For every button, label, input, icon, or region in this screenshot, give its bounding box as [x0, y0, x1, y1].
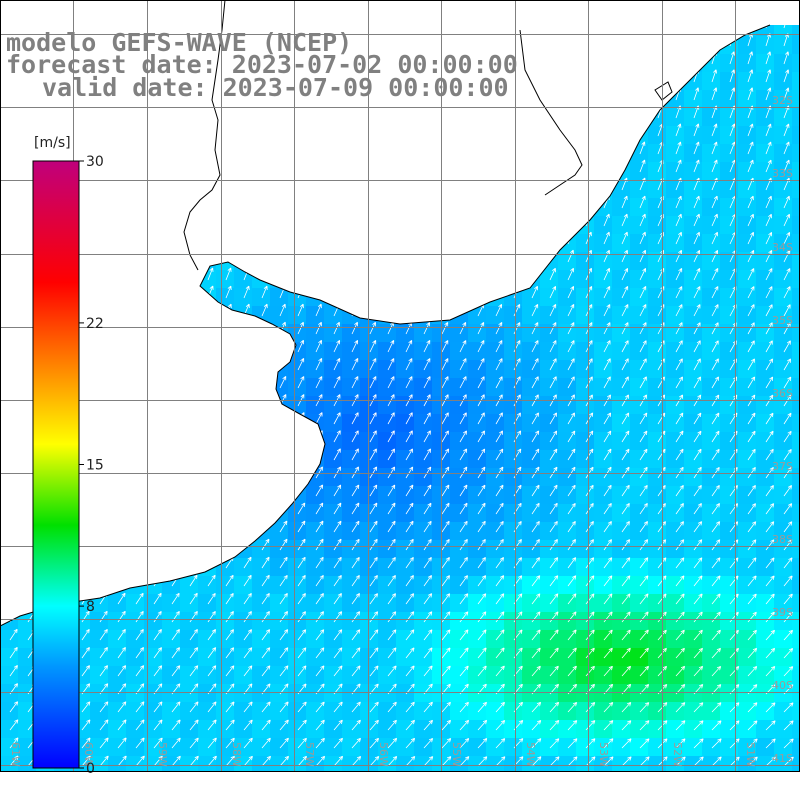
map-title: modelo GEFS-WAVE (NCEP) forecast date: 2…: [6, 28, 518, 102]
title-line-2: forecast date: 2023-07-02 00:00:00: [6, 50, 518, 79]
lon-label: 52W: [671, 742, 684, 767]
lat-label: 36S: [772, 387, 793, 400]
colorbar-tick-label: 15: [86, 458, 104, 474]
colorbar-tick-label: 8: [86, 599, 95, 615]
lon-label: 59W: [156, 742, 169, 767]
lat-label: 37S: [772, 460, 793, 473]
longitude-labels: 61W 60W 59W 58W 57W 56W 55W 54W 53W 52W 51W: [9, 742, 757, 767]
title-line-1: modelo GEFS-WAVE (NCEP): [6, 28, 352, 57]
river-uruguay: [183, 0, 226, 271]
lagoon-mirim: [654, 81, 673, 101]
border-uruguay-brazil: [519, 29, 583, 196]
lon-label: 51W: [744, 742, 757, 767]
colorbar-scale: [32, 160, 80, 769]
wind-speed-field: [0, 25, 800, 772]
lon-label: 53W: [597, 742, 610, 767]
coastline: [0, 0, 771, 627]
lon-label: 61W: [9, 742, 22, 767]
colorbar-tick-label: 22: [86, 316, 104, 332]
lat-label: 33S: [772, 167, 793, 180]
lat-label: 32S: [772, 94, 793, 107]
colorbar-unit: [m/s]: [34, 135, 71, 151]
lon-label: 57W: [303, 742, 316, 767]
lon-label: 58W: [230, 742, 243, 767]
lat-label: 41S: [772, 752, 793, 765]
lat-label: 39S: [772, 606, 793, 619]
lat-label: 40S: [772, 679, 793, 692]
colorbar: [m/s] 30 22 15 8 0: [32, 135, 104, 777]
lon-label: 60W: [82, 742, 95, 767]
lat-label: 35S: [772, 314, 793, 327]
lon-label: 56W: [377, 742, 390, 767]
lon-label: 55W: [450, 742, 463, 767]
latitude-labels: 32S 33S 34S 35S 36S 37S 38S 39S 40S 41S: [772, 94, 793, 765]
graticule: [0, 0, 800, 772]
colorbar-tick-label: 30: [86, 154, 104, 170]
lat-label: 34S: [772, 241, 793, 254]
colorbar-tick-label: 0: [86, 761, 95, 777]
lat-label: 38S: [772, 533, 793, 546]
title-line-3: valid date: 2023-07-09 00:00:00: [42, 73, 509, 102]
colorbar-ticks: 30 22 15 8 0: [79, 154, 104, 777]
coastline-atlantic: [0, 24, 771, 627]
lon-label: 54W: [524, 742, 537, 767]
